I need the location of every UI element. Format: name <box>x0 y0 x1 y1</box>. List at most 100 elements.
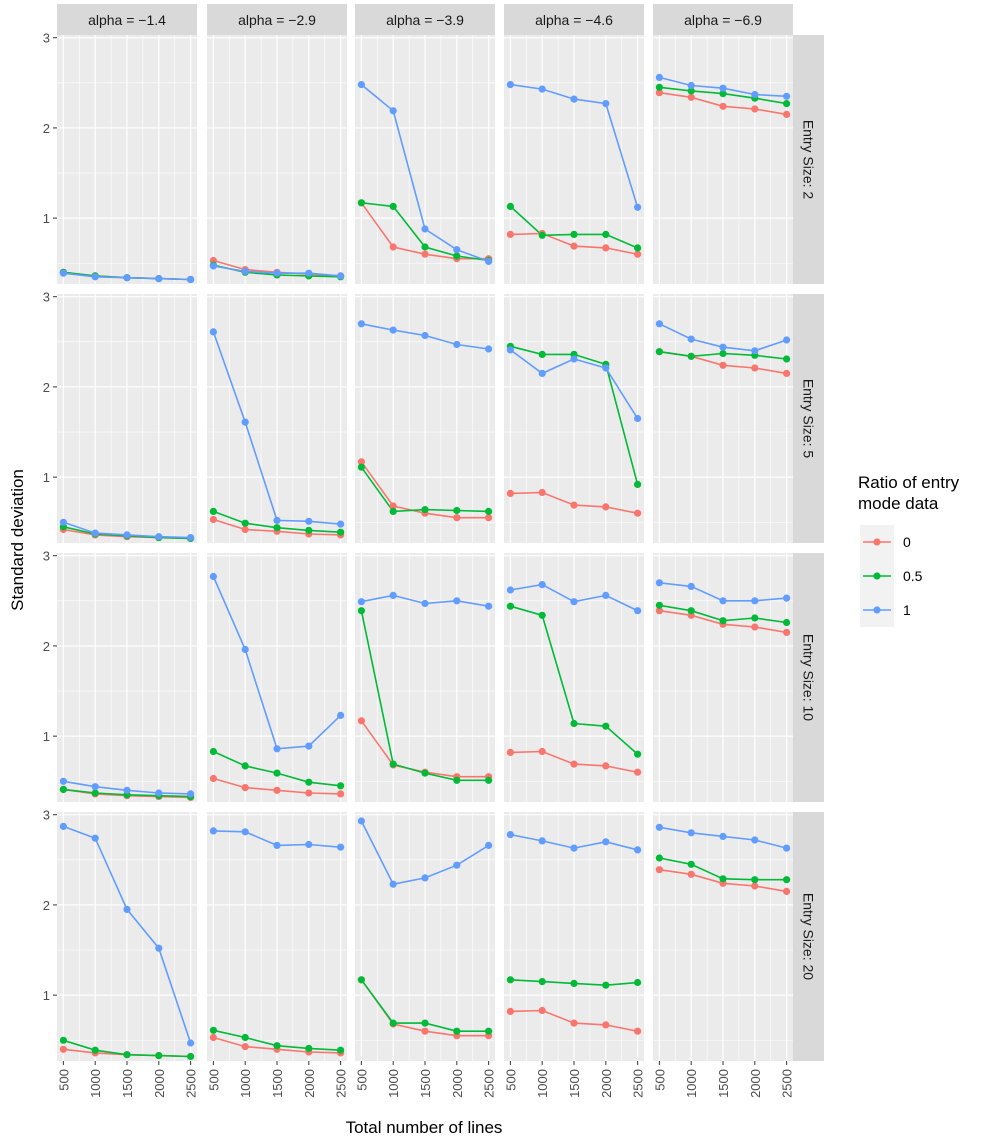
data-point <box>634 250 642 258</box>
data-point <box>634 203 642 211</box>
data-point <box>209 515 217 524</box>
data-point <box>751 364 759 372</box>
data-point <box>305 269 313 277</box>
data-point <box>570 719 578 728</box>
data-point <box>538 85 546 93</box>
data-point <box>602 838 610 846</box>
x-tick-label: 1500 <box>567 1069 582 1098</box>
legend-title: mode data <box>858 494 939 513</box>
y-tick-label: 3 <box>43 290 50 305</box>
legend-label: 1 <box>903 602 911 618</box>
data-point <box>506 202 514 210</box>
facet-panel <box>355 812 495 1061</box>
data-point <box>506 586 514 594</box>
data-point <box>421 250 429 258</box>
data-point <box>687 607 695 615</box>
data-point <box>59 822 67 831</box>
data-point <box>241 267 249 275</box>
data-point <box>421 1027 429 1035</box>
facet-panel <box>653 35 793 284</box>
data-point <box>453 776 461 784</box>
data-point <box>389 107 397 115</box>
data-point <box>719 349 727 358</box>
data-point <box>123 274 131 282</box>
x-tick-label: 2000 <box>748 1069 763 1098</box>
data-point <box>602 503 610 511</box>
data-point <box>570 501 578 509</box>
legend-key-point <box>873 606 881 614</box>
data-point <box>421 225 429 233</box>
data-point <box>155 533 163 541</box>
facet-panel <box>207 553 347 802</box>
data-point <box>337 272 345 280</box>
data-point <box>357 598 365 606</box>
data-point <box>602 981 610 989</box>
data-point <box>783 336 791 344</box>
data-point <box>655 601 664 609</box>
x-tick-label: 2500 <box>482 1069 497 1098</box>
data-point <box>337 790 345 798</box>
legend-key-point <box>873 572 881 580</box>
data-point <box>634 768 642 776</box>
data-point <box>209 774 217 783</box>
facet-panel <box>355 35 495 284</box>
strip-background <box>793 35 824 284</box>
data-point <box>453 861 461 869</box>
data-point <box>421 599 429 608</box>
data-point <box>241 418 249 426</box>
data-point <box>357 199 365 207</box>
facet-panel <box>207 812 347 1061</box>
data-point <box>453 597 461 605</box>
data-point <box>357 976 365 984</box>
data-point <box>59 1045 67 1053</box>
x-tick-label: 1500 <box>716 1069 731 1098</box>
data-point <box>538 978 546 986</box>
data-point <box>241 1043 249 1051</box>
data-point <box>59 1036 67 1044</box>
data-point <box>187 1052 195 1061</box>
data-point <box>602 1021 610 1029</box>
data-point <box>91 789 99 797</box>
y-tick-label: 1 <box>43 729 50 744</box>
legend: Ratio of entry mode data 0 0.5 1 <box>858 473 960 627</box>
data-point <box>602 230 610 238</box>
strip-label: Entry Size: 20 <box>801 893 817 980</box>
data-point <box>655 823 664 831</box>
data-point <box>506 976 514 984</box>
data-point <box>655 83 664 91</box>
data-point <box>538 231 546 239</box>
data-point <box>655 866 664 874</box>
legend-label: 0.5 <box>903 568 923 584</box>
data-point <box>506 1007 514 1016</box>
strip-background <box>355 4 495 35</box>
data-point <box>538 369 546 377</box>
y-tick-label: 2 <box>43 898 50 913</box>
data-point <box>453 246 461 254</box>
data-point <box>506 489 514 497</box>
data-point <box>273 269 281 277</box>
data-point <box>687 582 695 591</box>
data-point <box>506 230 514 238</box>
data-point <box>783 110 791 118</box>
data-point <box>687 352 695 360</box>
data-point <box>538 581 546 589</box>
data-point <box>687 335 695 343</box>
data-point <box>570 242 578 250</box>
data-point <box>305 840 313 849</box>
data-point <box>273 524 281 532</box>
data-point <box>751 597 759 605</box>
data-point <box>634 750 642 758</box>
data-point <box>187 790 195 798</box>
data-point <box>783 887 791 896</box>
data-point <box>305 789 313 797</box>
data-point <box>687 87 695 95</box>
x-tick-label: 1500 <box>120 1069 135 1098</box>
data-point <box>751 623 759 631</box>
data-point <box>59 777 67 785</box>
data-point <box>453 506 461 515</box>
data-point <box>602 591 610 600</box>
data-point <box>59 518 67 526</box>
data-point <box>506 748 514 757</box>
data-point <box>209 827 217 835</box>
data-point <box>719 597 727 605</box>
